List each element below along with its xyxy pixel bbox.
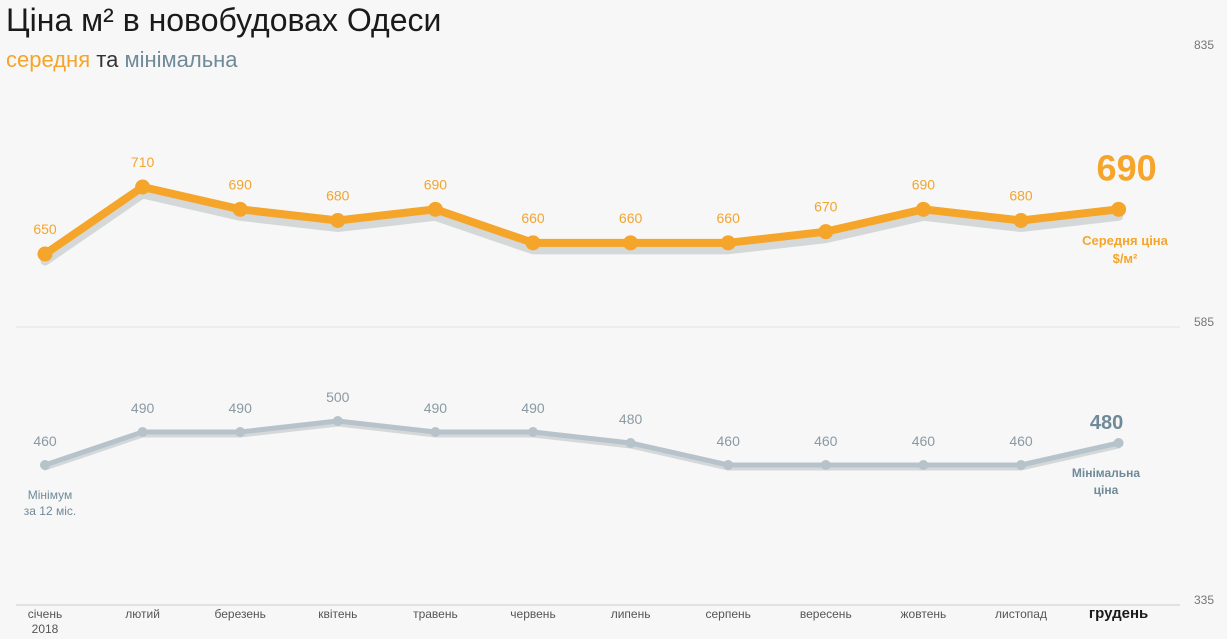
avg-series-unit: $/м² <box>1113 251 1138 266</box>
avg-value-label: 680 <box>1009 188 1033 204</box>
x-tick-label: січень <box>28 607 62 621</box>
min-value-label: 460 <box>717 433 741 449</box>
avg-point <box>818 224 834 240</box>
min-value-label: 490 <box>521 400 545 416</box>
min-note-line1: Мінімум <box>28 488 72 502</box>
min-point <box>723 460 734 470</box>
avg-value-label: 670 <box>814 199 838 215</box>
avg-point <box>915 201 931 217</box>
subtitle-minimum-word: мінімальна <box>124 47 238 72</box>
chart-subtitle: середня та мінімальна <box>6 47 238 73</box>
min-point <box>235 427 246 437</box>
avg-value-label: 690 <box>424 176 448 192</box>
avg-series-shadow <box>40 189 1124 266</box>
min-point <box>137 427 148 437</box>
avg-value-label: 660 <box>717 210 741 226</box>
min-point <box>1113 438 1124 448</box>
min-value-label: 500 <box>326 389 350 405</box>
avg-last-value-label: 690 <box>1097 147 1157 188</box>
avg-series-label: Середня ціна <box>1082 233 1169 248</box>
avg-value-label: 650 <box>33 221 57 237</box>
min-value-label: 460 <box>1009 433 1033 449</box>
min-point <box>332 416 343 426</box>
avg-point <box>427 201 443 217</box>
right-axis-tick: 585 <box>1194 315 1214 329</box>
avg-point <box>1013 213 1029 228</box>
x-tick-label: березень <box>214 607 265 621</box>
min-point <box>625 438 636 448</box>
min-point <box>820 460 831 470</box>
min-value-label: 460 <box>33 433 57 449</box>
min-series-shadow <box>42 421 1122 471</box>
min-value-label: 490 <box>131 400 155 416</box>
avg-value-label: 690 <box>229 176 253 192</box>
avg-point <box>232 201 248 217</box>
x-tick-label: жовтень <box>901 607 947 621</box>
min-value-label: 480 <box>619 411 643 427</box>
min-point <box>430 427 441 437</box>
min-value-label: 490 <box>424 400 448 416</box>
avg-point <box>330 213 346 228</box>
x-tick-label: липень <box>611 607 651 621</box>
min-point <box>918 460 929 470</box>
subtitle-average-word: середня <box>6 47 91 72</box>
subtitle-conjunction: та <box>96 47 119 72</box>
x-tick-label: травень <box>413 607 458 621</box>
right-axis-tick: 835 <box>1194 38 1214 52</box>
min-point <box>1016 460 1026 470</box>
avg-point <box>1111 201 1127 217</box>
min-value-label: 460 <box>814 433 838 449</box>
x-tick-label: серпень <box>705 607 750 621</box>
avg-point <box>720 235 736 251</box>
min-series-label-line2: ціна <box>1094 483 1119 497</box>
avg-value-label: 690 <box>912 176 936 192</box>
avg-series-line <box>41 183 1123 258</box>
avg-value-label: 660 <box>619 210 643 226</box>
avg-point <box>37 246 53 262</box>
min-value-label: 460 <box>912 433 936 449</box>
min-series-label: Мінімальна <box>1072 466 1141 480</box>
right-axis-tick: 335 <box>1194 593 1214 607</box>
chart-title: Ціна м² в новобудовах Одеси <box>6 2 442 38</box>
x-tick-label: лютий <box>125 607 160 621</box>
x-tick-label: листопад <box>995 607 1047 621</box>
x-tick-label: вересень <box>800 607 852 621</box>
min-series-line <box>42 418 1122 468</box>
min-note-line2: за 12 міс. <box>24 504 76 518</box>
avg-point <box>623 235 639 251</box>
avg-value-label: 710 <box>131 154 155 170</box>
min-point <box>528 427 538 437</box>
avg-value-label: 680 <box>326 188 350 204</box>
x-tick-year: 2018 <box>32 622 59 636</box>
min-last-value-label: 480 <box>1090 412 1123 434</box>
min-value-label: 490 <box>229 400 253 416</box>
avg-point <box>135 179 151 195</box>
x-tick-label: грудень <box>1089 605 1148 622</box>
min-point <box>40 460 50 470</box>
avg-value-label: 660 <box>521 210 545 226</box>
avg-point <box>525 235 541 251</box>
x-tick-label: квітень <box>318 607 357 621</box>
x-tick-label: червень <box>510 607 555 621</box>
